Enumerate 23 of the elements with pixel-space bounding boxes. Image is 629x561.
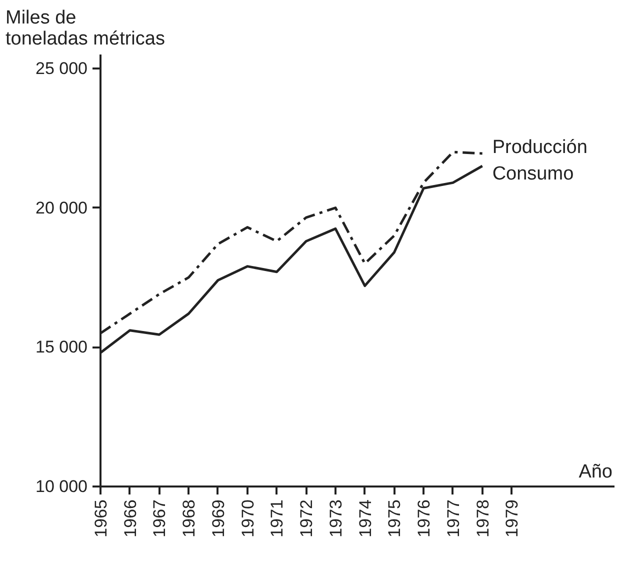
- x-axis-title: Año: [578, 462, 613, 482]
- x-tick-label: 1970: [238, 499, 258, 538]
- x-tick-label: 1974: [356, 499, 375, 538]
- x-tick-label: 1971: [268, 499, 287, 538]
- x-tick-label: 1978: [473, 499, 492, 538]
- x-tick-label: 1965: [92, 499, 110, 538]
- x-tick-label: 1972: [297, 499, 316, 538]
- x-tick-label: 1967: [150, 499, 170, 538]
- x-tick-label: 1975: [385, 499, 404, 538]
- x-tick-label: 1976: [414, 499, 434, 538]
- x-tick-label: 1977: [444, 499, 463, 538]
- y-axis-title: Miles de toneladas métricas: [6, 8, 165, 50]
- y-tick-label: 20 000: [36, 198, 88, 218]
- y-tick-label: 25 000: [36, 58, 88, 78]
- x-tick-label: 1973: [326, 499, 346, 538]
- x-tick-label: 1966: [120, 499, 140, 538]
- series-label: Producción: [492, 136, 588, 158]
- series-label: Consumo: [492, 163, 574, 184]
- y-tick-label: 15 000: [36, 338, 88, 357]
- x-tick-label: 1979: [502, 499, 522, 538]
- x-tick-label: 1969: [208, 499, 228, 538]
- x-tick-label: 1968: [180, 499, 199, 538]
- y-tick-label: 10 000: [36, 477, 88, 496]
